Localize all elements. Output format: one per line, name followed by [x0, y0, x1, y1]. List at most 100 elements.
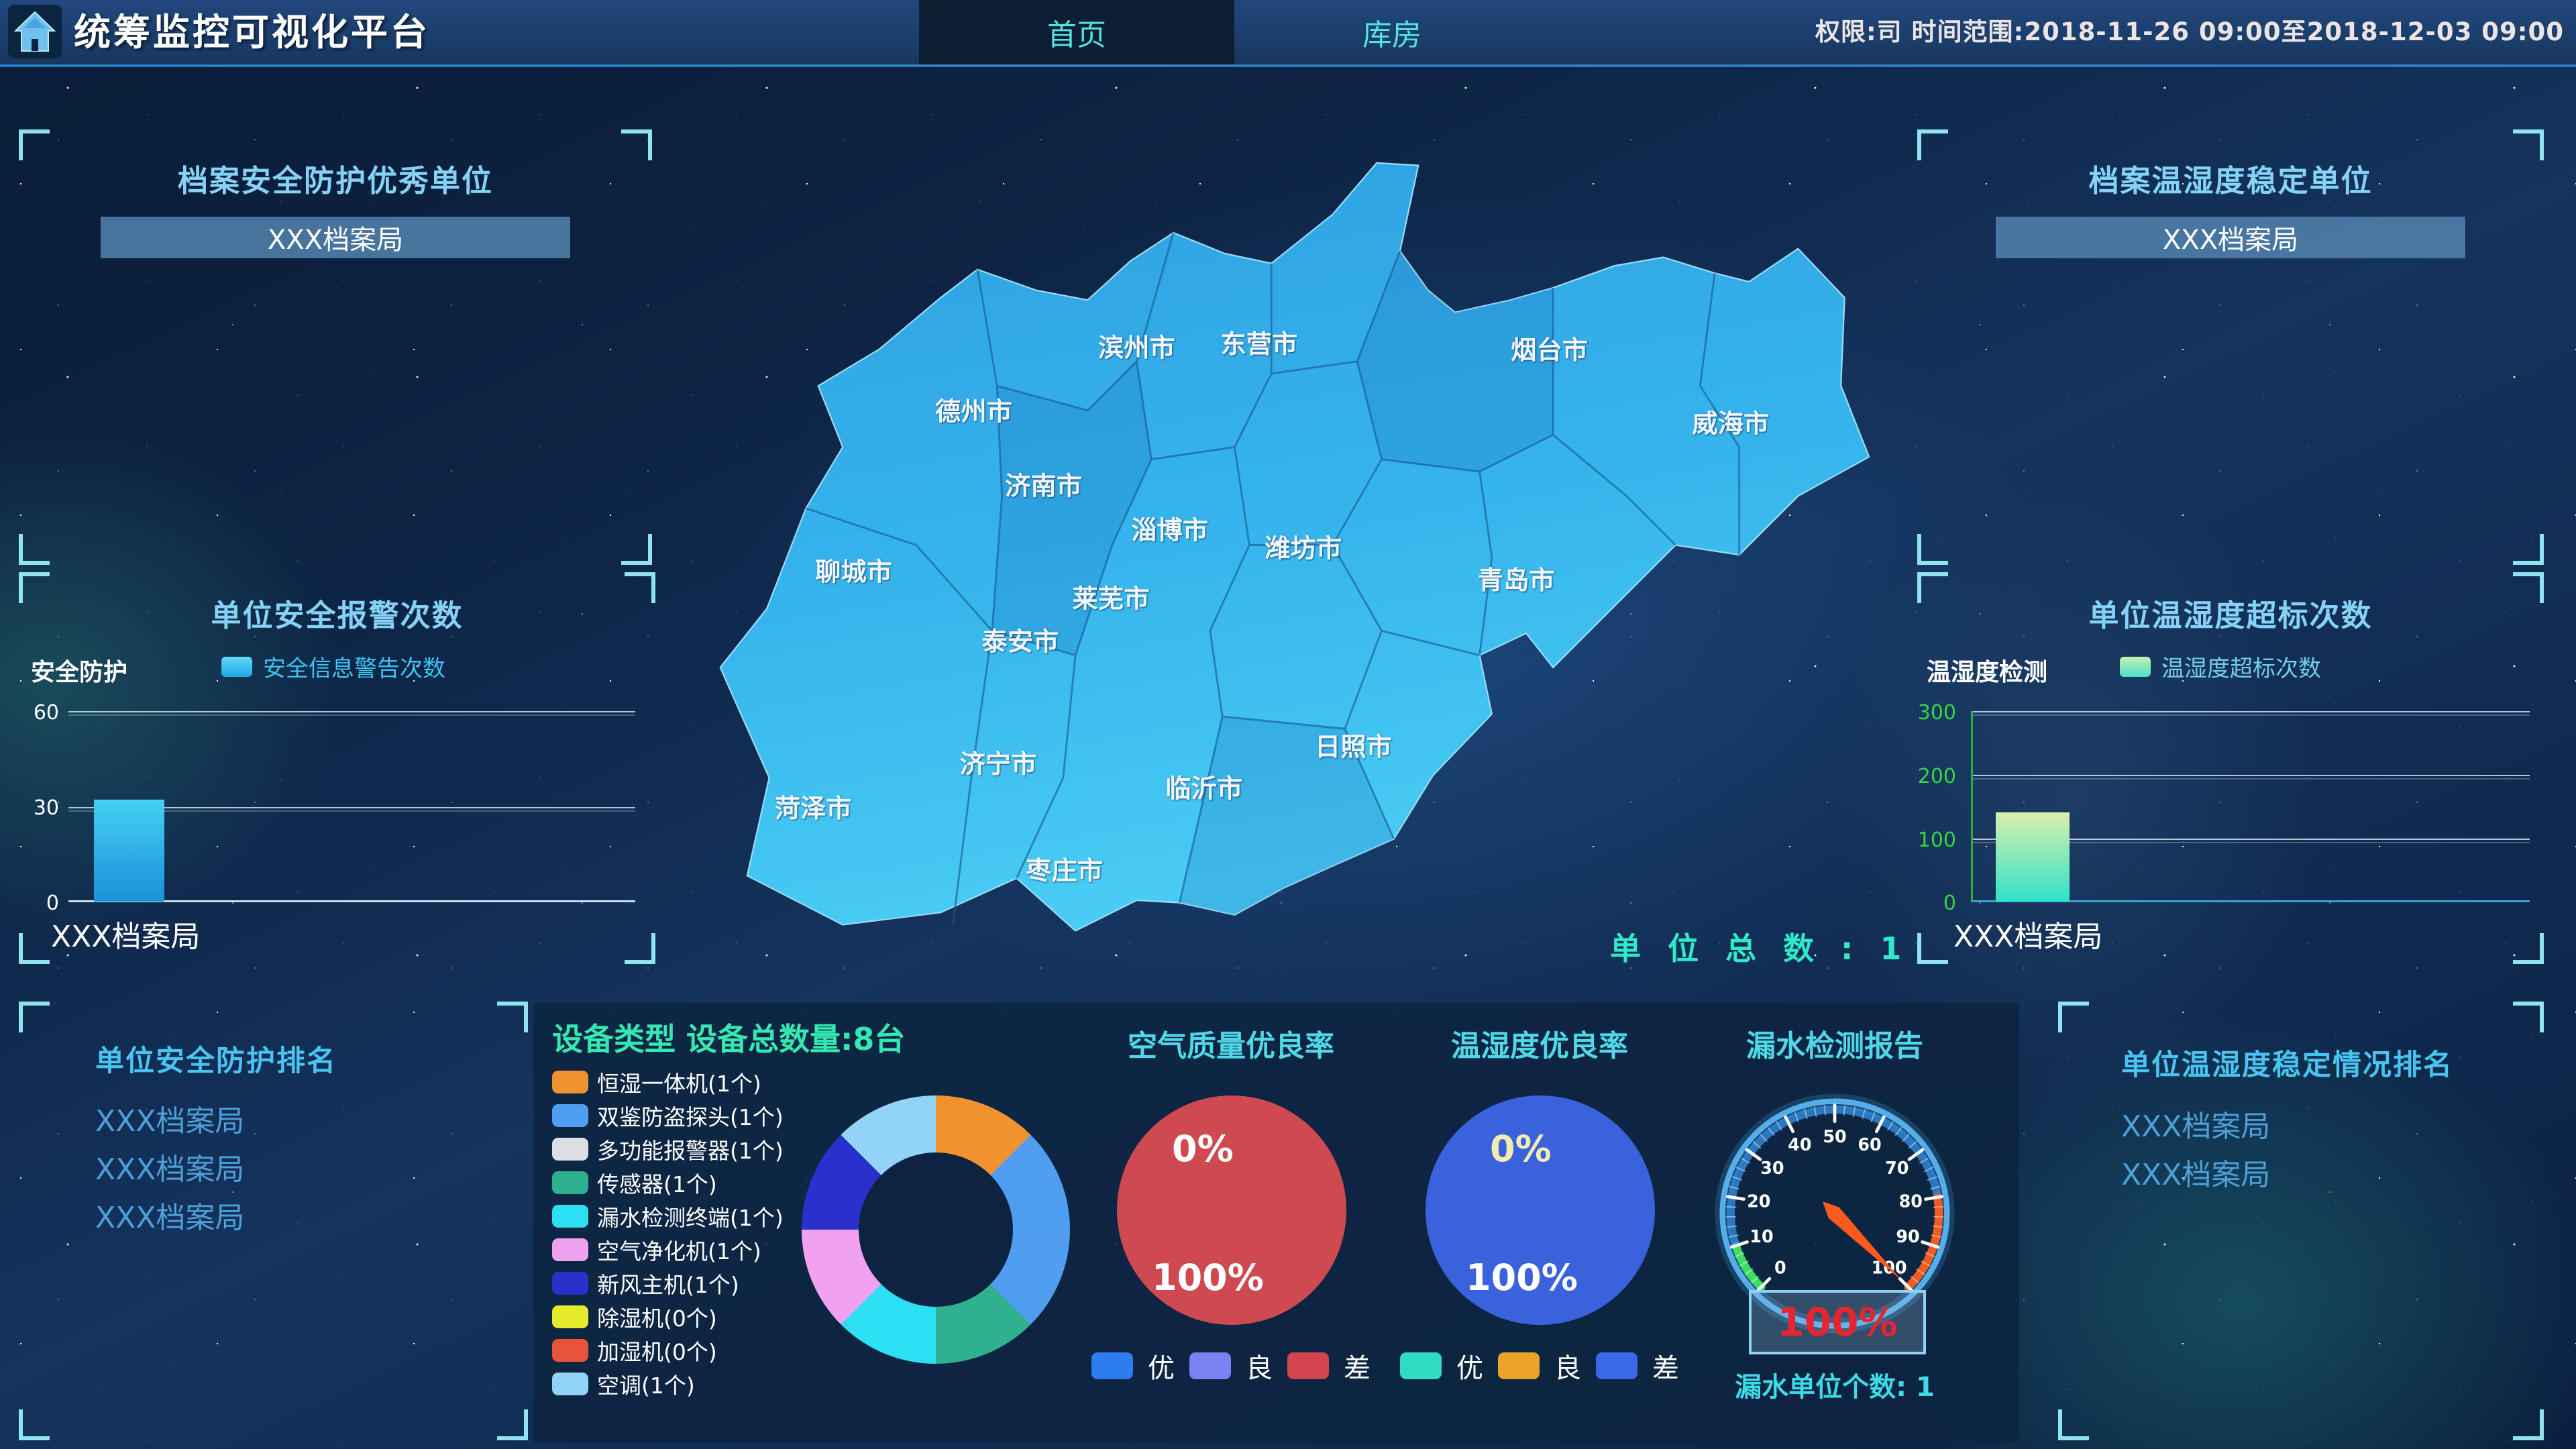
- security-alarm-bar[interactable]: [94, 800, 164, 902]
- panel-security-alarm: 单位安全报警次数 安全防护 安全信息警告次数 60 30 0 XXX档案局: [19, 572, 655, 964]
- home-logo: [8, 5, 62, 58]
- rank-item[interactable]: XXX档案局: [95, 1152, 245, 1187]
- corner-bracket: [2513, 129, 2544, 160]
- corner-bracket: [19, 572, 50, 603]
- legend-label: 差: [1344, 1353, 1371, 1384]
- y-tick: 200: [1917, 765, 1956, 788]
- y-tick: 30: [33, 796, 59, 820]
- gauge-scale: 0 10 20 30 40 50 60 70 80 90 100: [1747, 1126, 1923, 1278]
- humidity-exceed-bar[interactable]: [1996, 812, 2070, 902]
- permission-timerange-text: 权限:司 时间范围:2018-11-26 09:00至2018-12-03 09…: [1815, 17, 2564, 46]
- city-label: 聊城市: [815, 557, 892, 587]
- city-label: 滨州市: [1098, 333, 1175, 363]
- leak-value-badge: 100%: [1749, 1290, 1926, 1354]
- temp-humidity-pie[interactable]: 0% 100%: [1426, 1095, 1655, 1325]
- corner-bracket: [2513, 1002, 2544, 1032]
- gauge-tick-label: 40: [1788, 1134, 1811, 1155]
- legend-swatch[interactable]: [1498, 1352, 1540, 1379]
- panel-humidity-rank: 单位温湿度稳定情况排名 XXX档案局 XXX档案局: [2058, 1002, 2544, 1440]
- unit-list-item[interactable]: XXX档案局: [1996, 217, 2465, 258]
- device-legend-item[interactable]: 除湿机(0个): [552, 1302, 717, 1332]
- legend-swatch: [552, 1238, 588, 1261]
- corner-bracket: [625, 933, 655, 964]
- device-legend-item[interactable]: 漏水检测终端(1个): [552, 1201, 784, 1231]
- device-legend-item[interactable]: 新风主机(1个): [552, 1269, 739, 1298]
- tab-warehouse[interactable]: 库房: [1362, 18, 1421, 52]
- legend-label: 差: [1652, 1353, 1679, 1384]
- device-legend-item[interactable]: 加湿机(0个): [552, 1336, 717, 1365]
- corner-bracket: [621, 534, 652, 565]
- legend-swatch: [2120, 656, 2151, 677]
- corner-bracket: [2513, 572, 2544, 603]
- gridline: [1973, 839, 2530, 841]
- legend-label: 优: [1456, 1353, 1483, 1384]
- rank-item[interactable]: XXX档案局: [2121, 1158, 2271, 1192]
- gauge-arc-blue: [1726, 1105, 1942, 1247]
- bar-chart-plot: [1971, 711, 2530, 902]
- device-legend-item[interactable]: 双鉴防盗探头(1个): [552, 1101, 784, 1130]
- temp-humidity-title: 温湿度优良率: [1451, 1029, 1628, 1063]
- rank-item[interactable]: XXX档案局: [95, 1104, 245, 1138]
- x-category-label: XXX档案局: [51, 920, 201, 954]
- air-quality-legend: 优 良 差: [1077, 1346, 1385, 1385]
- city-label: 临沂市: [1165, 774, 1242, 804]
- legend-swatch[interactable]: [1189, 1352, 1231, 1379]
- corner-bracket: [19, 534, 50, 565]
- legend-label: 新风主机(1个): [597, 1272, 739, 1298]
- shandong-map[interactable]: 德州市 滨州市 东营市 烟台市 威海市 济南市 淄博市 潍坊市 聊城市 莱芜市 …: [678, 141, 1939, 949]
- rank-item[interactable]: XXX档案局: [95, 1201, 245, 1235]
- corner-bracket: [2513, 1409, 2544, 1440]
- y-tick: 60: [33, 701, 59, 724]
- gauge-tick-label: 70: [1885, 1158, 1909, 1178]
- panel-title: 单位温湿度超标次数: [2088, 598, 2373, 633]
- legend-swatch[interactable]: [1287, 1352, 1329, 1379]
- legend-swatch: [552, 1272, 588, 1295]
- rank-item[interactable]: XXX档案局: [2121, 1110, 2271, 1144]
- city-label: 潍坊市: [1265, 534, 1342, 564]
- legend-label: 除湿机(0个): [597, 1305, 717, 1332]
- device-legend-item[interactable]: 传感器(1个): [552, 1168, 717, 1197]
- gauge-ring: [1719, 1098, 1950, 1329]
- corner-bracket: [621, 129, 652, 160]
- legend-swatch[interactable]: [1400, 1352, 1442, 1379]
- leak-gauge: 0 10 20 30 40 50 60 70 80 90 100: [1715, 1093, 1955, 1334]
- pie-value-bottom: 100%: [1466, 1256, 1578, 1299]
- device-type-title: 设备类型 设备总数量:8台: [552, 1021, 906, 1057]
- device-legend-item[interactable]: 空气净化机(1个): [552, 1235, 761, 1265]
- chart-legend[interactable]: 温湿度超标次数: [2120, 650, 2321, 683]
- temp-humidity-legend: 优 良 差: [1385, 1346, 1694, 1385]
- tab-home[interactable]: 首页: [919, 0, 1234, 64]
- house-icon: [13, 11, 56, 52]
- pie-value-top: 0%: [1172, 1128, 1234, 1170]
- page-title: 统筹监控可视化平台: [74, 11, 431, 54]
- corner-bracket: [1917, 534, 1948, 565]
- corner-bracket: [2513, 534, 2544, 565]
- gauge-tick-label: 0: [1774, 1257, 1786, 1277]
- legend-swatch[interactable]: [1596, 1352, 1638, 1379]
- legend-swatch: [552, 1373, 588, 1395]
- city-label: 烟台市: [1511, 335, 1588, 366]
- city-label: 泰安市: [981, 627, 1059, 657]
- province-outline[interactable]: [719, 162, 1870, 932]
- legend-label: 空气净化机(1个): [597, 1238, 761, 1265]
- air-quality-pie[interactable]: 0% 100%: [1117, 1095, 1346, 1325]
- city-label: 威海市: [1692, 409, 1769, 439]
- y-tick: 100: [1917, 828, 1956, 852]
- city-label: 枣庄市: [1025, 856, 1103, 886]
- device-legend-item[interactable]: 多功能报警器(1个): [552, 1134, 784, 1164]
- legend-swatch: [552, 1171, 588, 1194]
- legend-label: 加湿机(0个): [597, 1339, 717, 1365]
- legend-swatch[interactable]: [1091, 1352, 1133, 1379]
- legend-label: 漏水检测终端(1个): [597, 1205, 784, 1231]
- gauge-tick-label: 10: [1750, 1226, 1773, 1246]
- device-legend-item[interactable]: 空调(1个): [552, 1369, 695, 1399]
- device-donut[interactable]: [802, 1095, 1070, 1364]
- donut-hole: [859, 1152, 1013, 1307]
- chart-axis-name: 温湿度检测: [1927, 659, 2048, 686]
- x-axis: [1973, 900, 2530, 902]
- chart-legend[interactable]: 安全信息警告次数: [221, 650, 445, 683]
- device-legend-item[interactable]: 恒湿一体机(1个): [552, 1067, 761, 1097]
- city-label: 菏泽市: [775, 794, 852, 824]
- unit-list-item[interactable]: XXX档案局: [101, 217, 570, 258]
- air-quality-title: 空气质量优良率: [1128, 1029, 1334, 1063]
